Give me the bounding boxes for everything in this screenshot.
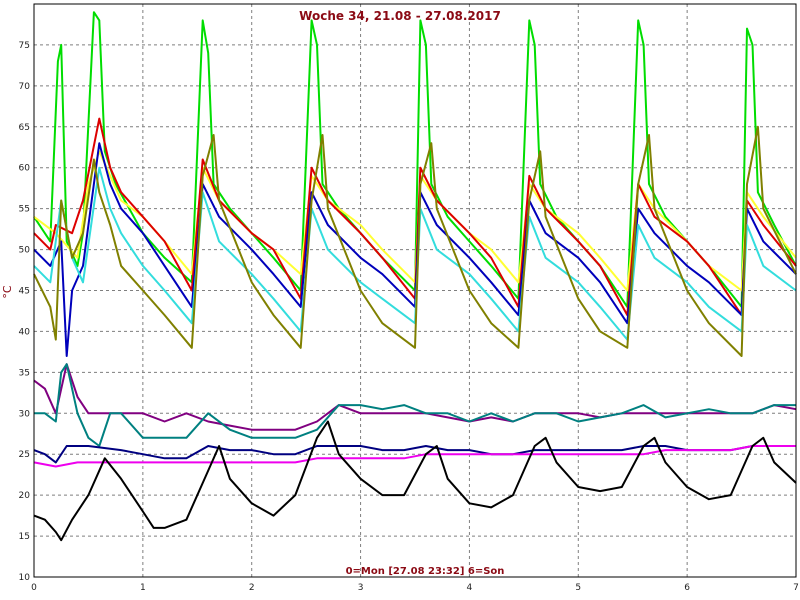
plot-frame (33, 3, 797, 578)
x-tick-label: 0 (31, 583, 37, 593)
y-tick-label: 55 (19, 205, 30, 215)
y-tick-label: 75 (19, 41, 30, 51)
series-line-1 (33, 11, 797, 308)
x-tick-label: 3 (358, 583, 364, 593)
y-axis-ticks: 10 15 20 25 30 35 40 45 50 55 60 65 70 75 (19, 41, 31, 583)
x-tick-label: 5 (575, 583, 581, 593)
series-line-4 (33, 142, 797, 357)
y-tick-label: 60 (19, 164, 31, 174)
series-line-9 (33, 445, 796, 464)
y-tick-label: 10 (19, 573, 31, 583)
y-tick-label: 50 (19, 246, 31, 256)
y-axis-label: °C (1, 285, 14, 299)
y-tick-label: 35 (19, 368, 30, 378)
y-tick-label: 70 (19, 82, 31, 92)
x-axis-label: 0=Mon [27.08 23:32] 6=Son (346, 566, 505, 577)
x-tick-label: 6 (684, 583, 690, 593)
x-tick-label: 1 (140, 583, 146, 593)
series-line-6 (33, 125, 797, 357)
y-tick-label: 65 (19, 123, 30, 133)
y-tick-label: 45 (19, 287, 30, 297)
y-tick-label: 30 (19, 409, 31, 419)
y-tick-label: 25 (19, 450, 30, 460)
series-line-5 (33, 166, 797, 341)
series-line-8 (34, 363, 796, 447)
y-tick-label: 40 (19, 327, 31, 337)
x-tick-label: 4 (467, 583, 473, 593)
y-tick-label: 20 (19, 491, 31, 501)
x-tick-label: 2 (249, 583, 255, 593)
y-tick-label: 15 (19, 532, 30, 542)
x-axis-ticks: 0 1 2 3 4 5 6 7 (31, 583, 799, 593)
series-group (33, 11, 797, 542)
series-line-3 (33, 117, 797, 317)
series-line-10 (33, 445, 796, 468)
x-tick-label: 7 (793, 583, 799, 593)
chart-title: Woche 34, 21.08 - 27.08.2017 (299, 9, 501, 23)
series-line-11 (33, 420, 797, 542)
